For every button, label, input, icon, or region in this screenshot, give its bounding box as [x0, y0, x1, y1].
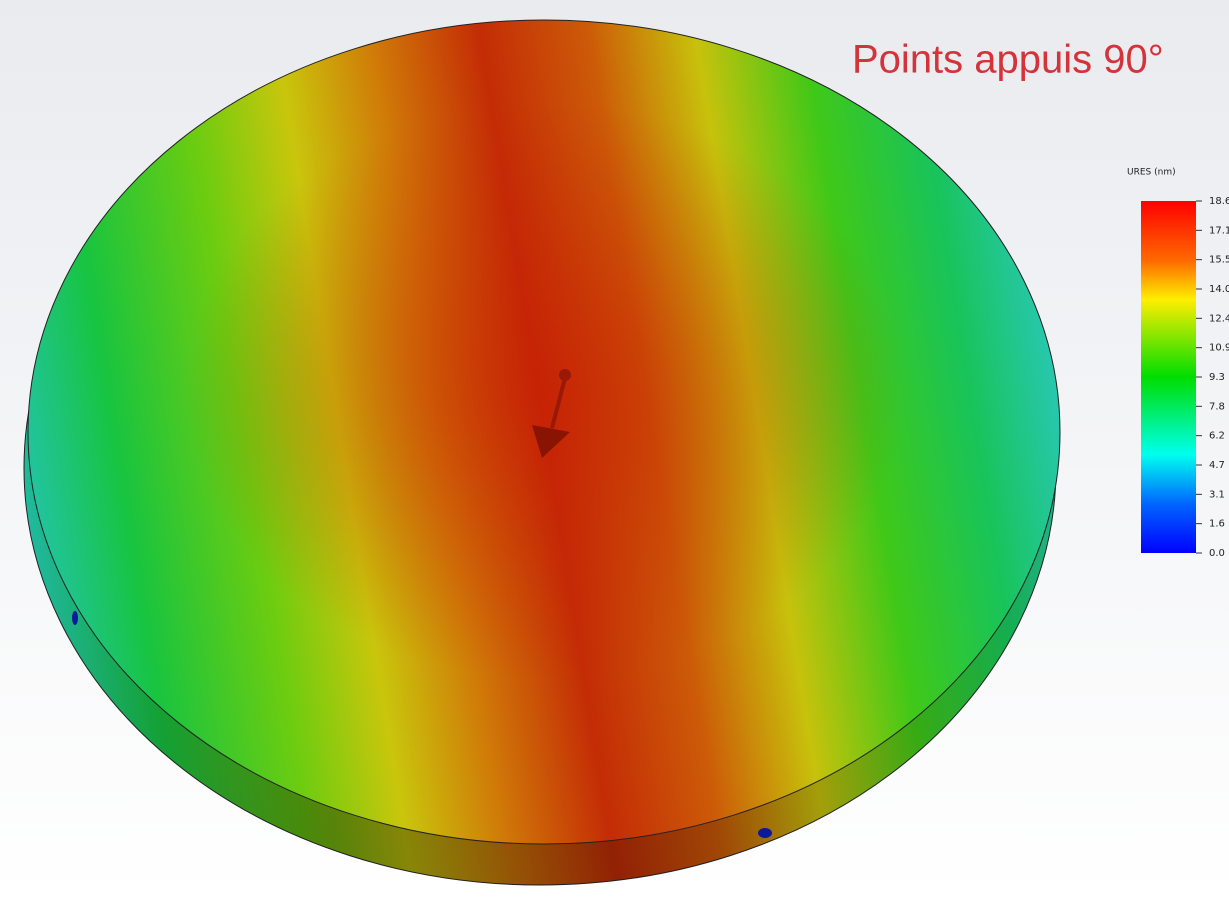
support-hole: [72, 611, 78, 625]
legend-title: URES (nm): [1127, 168, 1176, 178]
tick-label: 6.2: [1209, 431, 1225, 442]
tick-label: 9.3: [1209, 372, 1225, 383]
tick-label: 0.0: [1209, 548, 1225, 559]
title: Points appuis 90°: [852, 38, 1164, 82]
tick-label: 17.1: [1209, 225, 1229, 236]
tick-label: 3.1: [1209, 489, 1225, 500]
tick-label: 18.6: [1209, 196, 1229, 207]
tick-label: 1.6: [1209, 519, 1225, 530]
viewport: Points appuis 90° URES (nm) 18.6 17.1 15.5…: [0, 0, 1229, 900]
tick-label: 12.4: [1209, 313, 1229, 324]
tick-label: 15.5: [1209, 255, 1229, 266]
color-scale: [1141, 201, 1196, 553]
tick-label: 7.8: [1209, 401, 1225, 412]
support-hole: [758, 828, 772, 838]
tick-label: 10.9: [1209, 343, 1229, 354]
tick-label: 14.0: [1209, 284, 1229, 295]
tick-label: 4.7: [1209, 460, 1225, 471]
disc-model: [24, 20, 1060, 885]
